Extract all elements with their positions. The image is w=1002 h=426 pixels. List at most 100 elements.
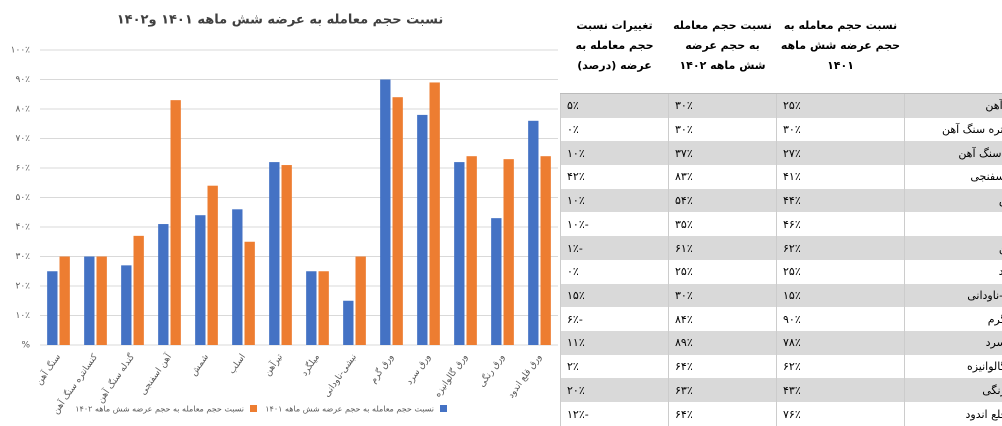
bar bbox=[343, 300, 354, 345]
cell: ۵٪ bbox=[560, 93, 669, 118]
bar bbox=[528, 120, 539, 345]
cell: ۳۰٪ bbox=[668, 93, 777, 118]
cell: ۰٪ bbox=[560, 117, 669, 142]
row-label: آهن اسفنجی bbox=[904, 165, 1002, 189]
bar bbox=[318, 271, 329, 345]
bar bbox=[121, 265, 132, 345]
row-label: سنگ آهن bbox=[904, 93, 1002, 118]
bar bbox=[355, 256, 366, 345]
cell: ۸۹٪ bbox=[668, 331, 777, 355]
cell: ۳۰٪ bbox=[668, 117, 777, 142]
bar bbox=[195, 215, 206, 345]
x-tick-label: اسلب bbox=[227, 352, 248, 376]
row-label: ورق گالوانیزه bbox=[904, 354, 1002, 379]
x-tick-label: آهن اسفنجی bbox=[137, 351, 174, 397]
bar bbox=[207, 185, 218, 345]
cell: ۴۴٪ bbox=[776, 188, 905, 213]
y-tick-label: ۲۰٪ bbox=[15, 282, 30, 292]
bar bbox=[491, 218, 502, 345]
table-row: آهن اسفنجی۴۱٪۸۳٪۴۲٪ bbox=[560, 165, 1002, 189]
x-tick-label: گندله سنگ آهن bbox=[94, 351, 137, 406]
cell: ۲۷٪ bbox=[776, 141, 905, 166]
legend-swatch bbox=[250, 405, 257, 412]
cell: ۴۳٪ bbox=[776, 378, 905, 403]
cell: ۹۰٪ bbox=[776, 307, 905, 332]
bar bbox=[84, 256, 95, 345]
bar bbox=[158, 224, 169, 345]
legend-swatch bbox=[440, 405, 447, 412]
bar bbox=[417, 114, 428, 346]
bar bbox=[269, 162, 280, 345]
bar bbox=[170, 100, 181, 346]
cell: ۶۲٪ bbox=[776, 354, 905, 379]
cell: ۶۴٪ bbox=[668, 402, 777, 426]
x-tick-label: ورق قلع اندود bbox=[506, 352, 544, 400]
row-label: میلگرد bbox=[904, 259, 1002, 284]
row-label: شمش bbox=[904, 188, 1002, 213]
y-tick-label: ۱۰٪ bbox=[15, 311, 30, 321]
row-label: کنسانتره سنگ آهن bbox=[904, 117, 1002, 142]
cell: ۶۴٪ bbox=[668, 354, 777, 379]
row-label: ورق رنگی bbox=[904, 378, 1002, 403]
header-row: نسبت حجم معامله به حجم عرضه شش ماهه ۱۴۰۱… bbox=[560, 0, 1002, 94]
cell: -۱٪ bbox=[560, 236, 669, 260]
cell: ۶۱٪ bbox=[668, 236, 777, 260]
cell: ۱۵٪ bbox=[560, 283, 669, 308]
bar bbox=[47, 271, 58, 345]
column-header: نسبت حجم معامله به حجم عرضه شش ماهه ۱۴۰۱ bbox=[776, 0, 905, 94]
cell: ۴۶٪ bbox=[776, 212, 905, 237]
bar bbox=[59, 256, 70, 345]
cell: ۶۳٪ bbox=[668, 378, 777, 403]
cell: ۱۰٪ bbox=[560, 188, 669, 213]
cell: ۲۵٪ bbox=[776, 93, 905, 118]
cell: ۱۵٪ bbox=[776, 283, 905, 308]
bar bbox=[244, 241, 255, 345]
cell: ۸۳٪ bbox=[668, 165, 777, 189]
table-row: ورق گرم۹۰٪۸۴٪-۶٪ bbox=[560, 307, 1002, 332]
cell: ۴۲٪ bbox=[560, 165, 669, 189]
cell: -۱۲٪ bbox=[560, 402, 669, 426]
x-tick-label: ورق گالوانیزه bbox=[431, 351, 470, 399]
bar bbox=[96, 256, 107, 345]
y-tick-label: ۶۰٪ bbox=[15, 164, 30, 174]
x-tick-label: سنگ آهن bbox=[33, 351, 63, 387]
cell: ۳۰٪ bbox=[776, 117, 905, 142]
bar bbox=[454, 162, 465, 345]
row-label: ورق قلع اندود bbox=[904, 402, 1002, 426]
data-table: نسبت حجم معامله به حجم عرضه شش ماهه ۱۴۰۱… bbox=[560, 0, 1002, 426]
chart-title: نسبت حجم معامله به عرضه شش ماهه ۱۴۰۱ و۱۴… bbox=[117, 13, 444, 28]
column-header: تغییرات نسبت حجم معامله به عرضه (درصد) bbox=[560, 0, 669, 94]
cell: ۵۴٪ bbox=[668, 188, 777, 213]
legend-label: نسبت حجم معامله به حجم عرضه شش ماهه ۱۴۰۲ bbox=[75, 405, 244, 414]
cell: ۱۱٪ bbox=[560, 331, 669, 355]
cell: ۰٪ bbox=[560, 259, 669, 284]
x-tick-label: ورق رنگی bbox=[475, 351, 507, 389]
table-row: تیرآهن۶۲٪۶۱٪-۱٪ bbox=[560, 236, 1002, 260]
cell: ۷۶٪ bbox=[776, 402, 905, 426]
column-header bbox=[904, 0, 1002, 94]
x-tick-label: تیرآهن bbox=[261, 351, 285, 378]
column-header: نسبت حجم معامله به حجم عرضه شش ماهه ۱۴۰۲ bbox=[668, 0, 777, 94]
cell: -۱۰٪ bbox=[560, 212, 669, 237]
table-row: ورق رنگی۴۳٪۶۳٪۲۰٪ bbox=[560, 378, 1002, 403]
cell: ۲۵٪ bbox=[776, 259, 905, 284]
cell: ۴۱٪ bbox=[776, 165, 905, 189]
cell: -۶٪ bbox=[560, 307, 669, 332]
bar bbox=[540, 156, 551, 345]
y-tick-label: ۷۰٪ bbox=[15, 134, 30, 144]
table-row: شمش۴۴٪۵۴٪۱۰٪ bbox=[560, 188, 1002, 213]
cell: ۶۲٪ bbox=[776, 236, 905, 260]
bar bbox=[466, 156, 477, 345]
row-label: ورق گرم bbox=[904, 307, 1002, 332]
cell: ۸۴٪ bbox=[668, 307, 777, 332]
x-tick-label: میلگرد bbox=[298, 351, 322, 378]
x-tick-label: شمش bbox=[189, 352, 211, 378]
bar bbox=[380, 79, 391, 345]
row-label: گندله سنگ آهن bbox=[904, 141, 1002, 166]
y-tick-label: ۸۰٪ bbox=[15, 105, 30, 115]
